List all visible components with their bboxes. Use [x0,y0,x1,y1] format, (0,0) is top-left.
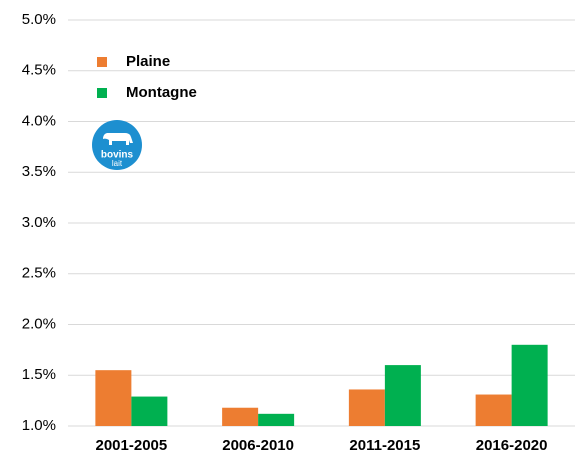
bar [511,344,548,426]
y-tick-label: 4.0% [22,112,56,129]
logo-cow [103,133,133,145]
bar [348,389,385,426]
bar [258,413,295,426]
logo: bovins lait [92,120,142,170]
y-tick-label: 1.5% [22,366,56,383]
y-tick-label: 3.5% [22,163,56,180]
x-tick-label: 2001-2005 [96,437,168,454]
legend-label: Plaine [126,53,170,70]
bar [384,365,421,426]
bar [475,394,512,426]
logo-text: bovins [101,150,134,161]
plot: 1.0% 1.5% 2.0% 2.5% 3.0% 3.5% 4.0% 4.5% 5.0% 2001… [22,11,575,454]
logo-text: lait [112,159,123,168]
bar [131,396,168,426]
y-tick-label: 4.5% [22,62,56,79]
x-tick-label: 2006-2010 [222,437,294,454]
bar [222,407,259,426]
legend-swatch [97,57,107,67]
x-tick-label: 2016-2020 [476,437,548,454]
legend-swatch [97,88,107,98]
y-tick-label: 1.0% [22,417,56,434]
bar [95,370,132,426]
x-tick-label: 2011-2015 [349,437,420,454]
y-tick-label: 3.0% [22,214,56,231]
y-tick-label: 2.5% [22,265,56,282]
y-tick-label: 2.0% [22,315,56,332]
legend-label: Montagne [126,84,197,101]
y-tick-label: 5.0% [22,11,56,28]
logo-circle [92,120,142,170]
